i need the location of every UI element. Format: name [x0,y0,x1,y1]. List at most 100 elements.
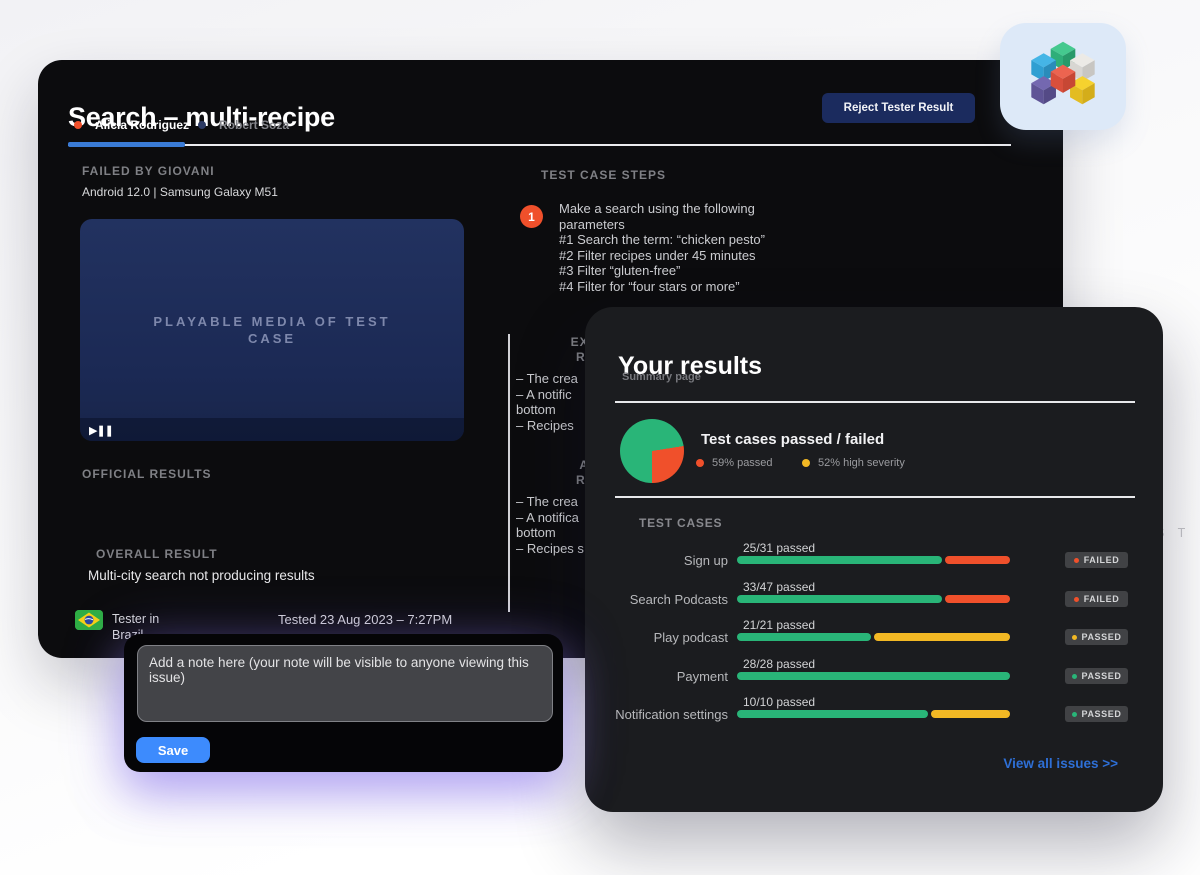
actual-line: bottom [516,525,556,540]
bar-remainder-segment [931,710,1010,718]
status-badge: PASSED [1065,668,1128,684]
video-placeholder-text: PLAYABLE MEDIA OF TEST CASE [153,314,391,346]
view-all-issues-link[interactable]: View all issues >> [1003,756,1118,771]
bar-passed-segment [737,710,929,718]
step-line: #4 Filter for “four stars or more” [559,278,740,294]
tab-alicia-rodriguez[interactable]: Alicia Rodriguez [74,118,189,132]
test-case-steps-heading: TEST CASE STEPS [541,168,667,182]
divider [615,401,1135,403]
tab-status-dot-icon [198,121,206,129]
bar-passed-segment [737,556,942,564]
bar-remainder-segment [873,633,1010,641]
expected-line: – The crea [516,371,578,386]
case-label: Play podcast [653,630,728,645]
case-label: Notification settings [615,707,728,722]
save-button[interactable]: Save [136,737,210,763]
actual-line: – Recipes s [516,540,584,556]
status-dot [1073,596,1079,602]
status-dot [1071,711,1077,717]
results-title: Your results [618,351,763,380]
passed-ratio: 28/28 passed [743,657,816,671]
step-line: parameters [559,216,625,232]
progress-bar [737,672,1010,680]
step-number-badge: 1 [520,205,543,228]
progress-bar [737,595,1010,603]
tab-status-dot-icon [74,121,82,129]
case-label: Search Podcasts [629,592,728,607]
case-row: Search Podcasts 33/47 passed FAILED [585,580,1163,614]
case-row: Notification settings 10/10 passed PASSE… [585,695,1163,729]
expected-results-list: – The crea – A notific bottom – Recipes [516,371,656,433]
legend-label: 52% high severity [818,457,905,469]
pie-chart [620,419,684,483]
legend-item: 52% high severity [802,457,905,469]
status-badge: PASSED [1065,706,1128,722]
bar-passed-segment [737,672,1010,680]
results-subtitle: Summary page [622,371,701,383]
official-results-heading: OFFICIAL RESULTS [82,467,212,481]
app-logo [1000,23,1126,130]
device-info: Android 12.0 | Samsung Galaxy M51 [82,185,278,199]
overall-result-text: Multi-city search not producing results [88,568,315,583]
actual-line: – A notifica [516,509,579,525]
brazil-flag-icon [75,610,103,630]
note-input[interactable] [137,645,553,722]
status-text: FAILED [1083,555,1120,565]
active-tab-underline [68,142,185,147]
test-cases-heading: TEST CASES [639,516,723,530]
status-badge: PASSED [1065,629,1128,645]
passed-ratio: 10/10 passed [743,695,816,709]
bar-remainder-segment [944,595,1010,603]
actual-results-list: – The crea – A notifica bottom – Recipes… [516,494,656,556]
expected-line: – A notific [516,386,572,402]
case-label: Sign up [683,553,728,568]
bar-passed-segment [737,595,942,603]
passed-ratio: 25/31 passed [743,541,816,555]
your-results-panel: Your results Summary page Test cases pas… [585,307,1163,812]
expected-line: bottom [516,402,556,417]
bar-passed-segment [737,633,871,641]
legend-label: 59% passed [712,457,773,469]
status-dot [1071,673,1077,679]
play-pause-icon[interactable]: ▶❚❚ [89,425,114,437]
status-text: PASSED [1081,632,1122,642]
progress-bar [737,633,1010,641]
status-text: PASSED [1081,671,1122,681]
case-row: Play podcast 21/21 passed PASSED [585,618,1163,652]
failed-by-heading: FAILED BY GIOVANI [82,164,215,178]
overall-result-heading: OVERALL RESULT [96,547,218,561]
legend-dot [802,459,810,467]
background-watermark-text: S T [1156,526,1191,540]
tab-robert-soza[interactable]: Robert Soza [198,118,289,132]
legend-dot [696,459,704,467]
legend-item: 59% passed [696,457,773,469]
step-line: #3 Filter “gluten-free” [559,263,681,279]
chart-heading: Test cases passed / failed [701,431,885,448]
status-badge: FAILED [1065,591,1128,607]
expected-line: – Recipes [516,417,574,433]
cube-logo-icon [1031,41,1095,104]
passed-ratio: 33/47 passed [743,580,816,594]
tabs-baseline [68,144,1011,146]
step-line: #1 Search the term: “chicken pesto” [559,232,765,248]
status-text: FAILED [1083,594,1120,604]
add-note-popup: Save [124,634,563,772]
test-case-video-player[interactable]: PLAYABLE MEDIA OF TEST CASE ▶❚❚ [80,219,464,441]
status-badge: FAILED [1065,552,1128,568]
video-controls-bar: ▶❚❚ [80,418,464,441]
passed-ratio: 21/21 passed [743,618,816,632]
actual-line: – The crea [516,494,578,509]
step-line: Make a search using the following [559,201,755,216]
case-row: Payment 28/28 passed PASSED [585,657,1163,691]
case-label: Payment [676,669,728,684]
status-text: PASSED [1081,709,1122,719]
progress-bar [737,710,1010,718]
bar-remainder-segment [944,556,1010,564]
divider [615,496,1135,498]
step-line: #2 Filter recipes under 45 minutes [559,247,756,263]
status-dot [1073,557,1079,563]
reject-tester-result-button[interactable]: Reject Tester Result [822,93,975,123]
case-row: Sign up 25/31 passed FAILED [585,541,1163,575]
vertical-divider [508,334,510,612]
step-description: Make a search using the following parame… [559,201,819,295]
